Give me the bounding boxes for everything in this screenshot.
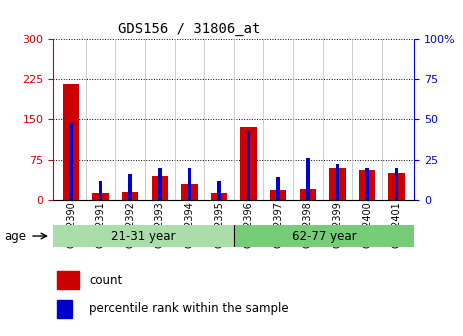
Bar [388,173,405,200]
Bar [122,192,138,200]
Bar [158,168,162,200]
Bar [63,84,79,200]
Bar [93,193,109,200]
Bar [128,174,132,200]
Bar [300,189,316,200]
Bar [329,168,345,200]
Text: 21-31 year: 21-31 year [111,229,176,243]
Bar [234,225,414,247]
Bar [57,300,72,318]
Bar [53,225,234,247]
Bar [217,180,221,200]
Bar [306,158,310,200]
Bar [188,168,191,200]
Bar [247,131,250,200]
Bar [57,271,79,289]
Text: age: age [5,229,27,243]
Bar [276,177,280,200]
Bar [99,180,102,200]
Bar [395,168,398,200]
Text: percentile rank within the sample: percentile rank within the sample [89,302,289,316]
Bar [181,184,198,200]
Bar [69,123,73,200]
Bar [270,190,286,200]
Text: 62-77 year: 62-77 year [292,229,357,243]
Bar [365,168,369,200]
Text: count: count [89,274,123,287]
Bar [336,164,339,200]
Bar [152,176,168,200]
Text: GDS156 / 31806_at: GDS156 / 31806_at [118,22,261,36]
Bar [211,193,227,200]
Bar [359,170,375,200]
Bar [240,127,257,200]
